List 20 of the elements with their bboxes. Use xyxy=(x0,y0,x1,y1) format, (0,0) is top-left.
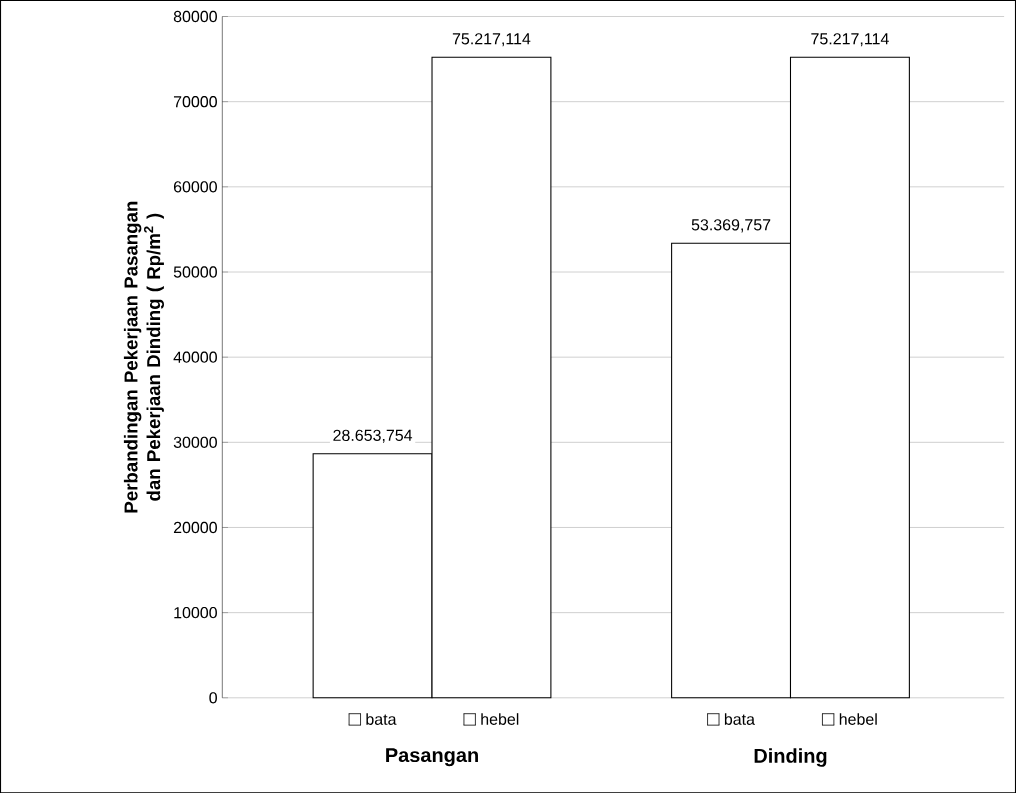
y-tick-label: 60000 xyxy=(173,181,217,193)
data-label: 75.217,114 xyxy=(811,33,889,47)
y-tick-label: 70000 xyxy=(173,95,217,108)
data-label: 53.369,757 xyxy=(691,219,771,233)
y-tick-label: 80000 xyxy=(173,10,217,23)
text: hebel xyxy=(839,713,877,725)
y-tick-label: 50000 xyxy=(173,266,217,278)
legend-label: hebel xyxy=(481,713,519,725)
y-tick-label: 20000 xyxy=(173,521,217,534)
y-tick-label: 30000 xyxy=(173,436,217,448)
x-tick-label: Pasangan xyxy=(386,748,478,767)
x-tick-label: Dinding xyxy=(754,748,827,767)
data-label: 28.653,754 xyxy=(333,429,413,443)
legend-label: bata xyxy=(366,713,397,725)
text: bata xyxy=(724,713,755,725)
data-label: 75.217,114 xyxy=(452,33,531,47)
y-tick-label: 0 xyxy=(209,692,217,704)
y-tick-label: 40000 xyxy=(173,351,217,363)
y-tick-label: 10000 xyxy=(174,606,217,619)
y-axis-title: Perbandingan Pekerjaan Pasangan dan Pekerjaan Dinding ( Rp/m$^{2}$ ) xyxy=(123,201,164,513)
